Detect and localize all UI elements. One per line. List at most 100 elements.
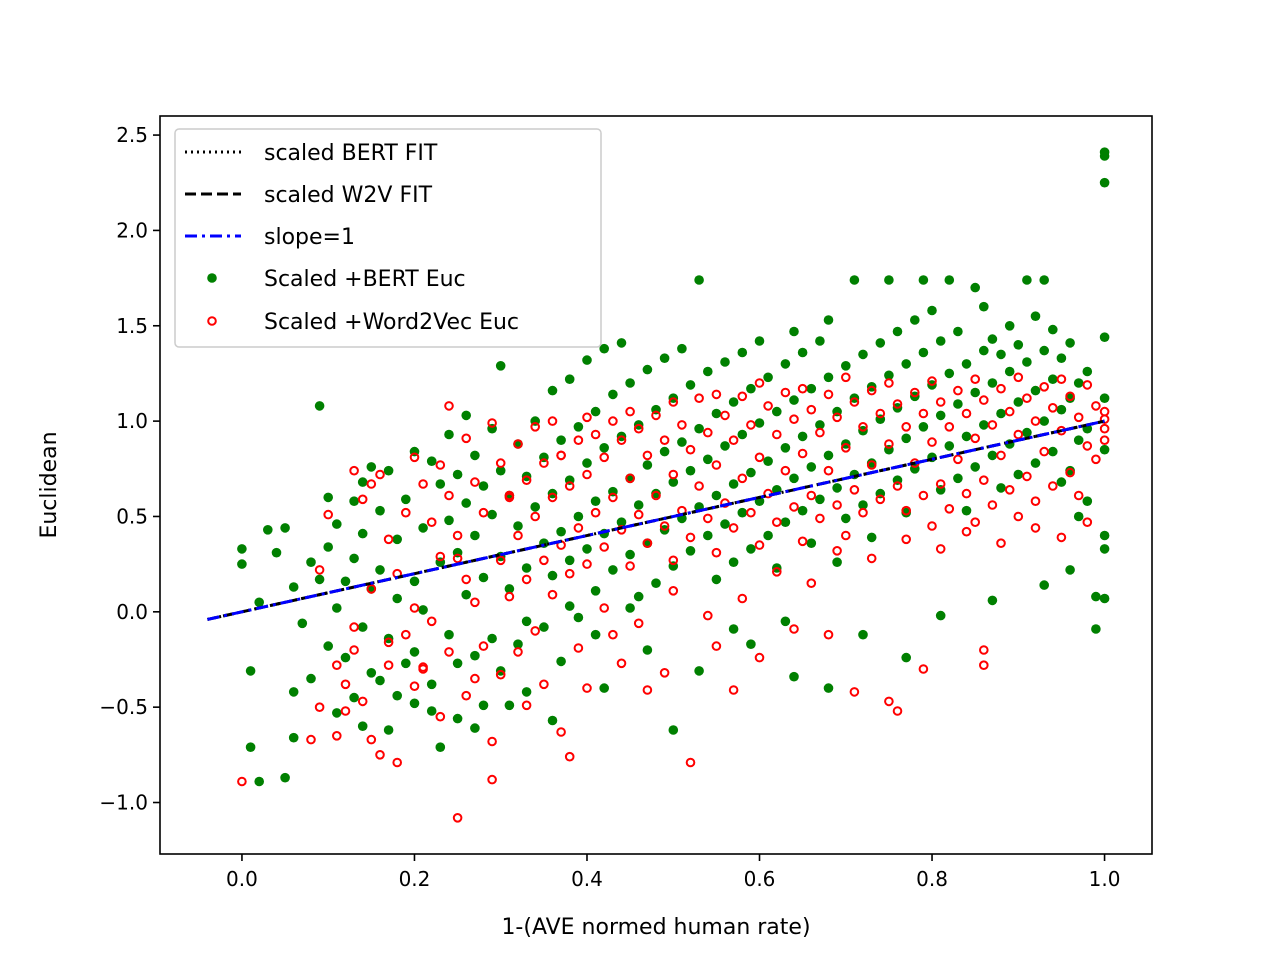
bert-euc-point [728, 557, 739, 567]
plot-frame [159, 115, 1153, 855]
w2v-euc-point [513, 530, 523, 541]
y-axis-ticks: −1.0 −0.5 0.0 0.5 1.0 1.5 2.0 2.5 [99, 123, 160, 815]
w2v-euc-point [530, 626, 541, 636]
w2v-euc-point [608, 492, 618, 503]
bert-euc-point [349, 692, 359, 703]
x-axis-ticks: 0.0 0.2 0.4 0.6 0.8 1.0 [226, 854, 1120, 891]
bert-euc-point [884, 370, 894, 381]
w2v-euc-point [426, 517, 437, 528]
bert-euc-point [797, 505, 808, 516]
bert-euc-point [746, 383, 756, 394]
w2v-euc-point [935, 544, 946, 554]
bert-euc-point [332, 708, 342, 718]
w2v-euc-point [409, 603, 420, 613]
w2v-euc-point [608, 416, 618, 426]
bert-euc-point [297, 618, 308, 629]
bert-euc-point [599, 683, 609, 693]
w2v-euc-point [1099, 406, 1110, 417]
w2v-euc-point [349, 645, 359, 655]
w2v-euc-point [409, 681, 420, 692]
w2v-euc-point [383, 534, 394, 545]
w2v-euc-point [590, 507, 601, 518]
bert-euc-point [323, 492, 334, 503]
bert-euc-point [530, 502, 540, 512]
fit-lines [207, 419, 1105, 621]
w2v-euc-point [685, 532, 696, 543]
y-tick-label: −1.0 [99, 791, 148, 815]
bert-euc-point [1099, 544, 1110, 554]
w2v-euc-point [987, 500, 998, 510]
w2v-euc-point [1091, 454, 1101, 465]
w2v-euc-point [452, 813, 463, 823]
w2v-euc-point [746, 420, 756, 430]
bert-euc-point [1073, 435, 1084, 446]
w2v-euc-point [513, 439, 523, 449]
bert-euc-point [608, 389, 618, 400]
w2v-euc-point [703, 513, 713, 524]
w2v-euc-point [633, 423, 644, 434]
w2v-euc-point [659, 435, 670, 446]
w2v-euc-point [452, 553, 463, 564]
bert-euc-point [599, 343, 609, 354]
bert-euc-point [703, 366, 713, 377]
w2v-euc-point [737, 593, 748, 604]
bert-euc-point [513, 521, 523, 531]
w2v-euc-point [461, 574, 472, 585]
y-axis-label: Euclidean [37, 431, 62, 538]
bert-euc-point [841, 513, 851, 524]
bert-euc-point [357, 528, 368, 539]
w2v-euc-point [694, 481, 704, 491]
w2v-euc-point [539, 679, 549, 690]
bert-euc-point [1099, 332, 1110, 343]
w2v-euc-point [728, 435, 739, 446]
bert-euc-point [1082, 496, 1093, 507]
w2v-euc-point [728, 685, 739, 695]
y-tick-label: −0.5 [99, 695, 148, 719]
bert-euc-point [1099, 393, 1110, 404]
bert-euc-point [340, 576, 351, 587]
w2v-euc-point [375, 469, 385, 480]
w2v-euc-point [1082, 441, 1093, 451]
bert-euc-point [625, 603, 635, 613]
w2v-euc-point [841, 530, 851, 541]
bert-euc-point [961, 359, 972, 369]
w2v-euc-point [797, 536, 808, 547]
bert-euc-point [1073, 511, 1084, 522]
legend-marker-bert-euc [207, 273, 217, 283]
bert-euc-point [1099, 530, 1110, 541]
w2v-euc-point [1013, 429, 1024, 440]
bert-euc-point [323, 641, 334, 651]
bert-euc-point [590, 586, 601, 596]
bert-euc-point [504, 584, 515, 594]
w2v-euc-point [1022, 471, 1032, 482]
bert-euc-point [918, 422, 929, 432]
w2v-euc-point [1004, 485, 1015, 495]
bert-euc-point [823, 315, 834, 325]
bert-euc-point [1039, 416, 1049, 426]
bert-euc-point [314, 574, 325, 585]
legend: scaled BERT FIT scaled W2V FIT slope=1 S… [174, 128, 602, 348]
w2v-euc-point [573, 523, 584, 533]
w2v-euc-point [495, 669, 506, 680]
bert-euc-point [1056, 477, 1067, 487]
bert-euc-point [573, 612, 584, 623]
bert-euc-point [970, 462, 980, 472]
bert-euc-point [901, 652, 911, 663]
w2v-euc-point [1039, 382, 1049, 392]
bert-euc-point [478, 700, 489, 711]
bert-euc-point [935, 610, 946, 621]
w2v-euc-point [746, 507, 756, 518]
bert-euc-point [935, 410, 946, 421]
bert-euc-point [599, 443, 609, 453]
w2v-euc-point [409, 452, 420, 463]
bert-euc-point [772, 406, 782, 417]
w2v-euc-point [366, 734, 377, 745]
bert-euc-point [375, 675, 385, 686]
bert-euc-point [1065, 338, 1075, 348]
w2v-euc-point [642, 538, 653, 549]
w2v-euc-point [625, 473, 635, 484]
bert-euc-point [1065, 393, 1075, 404]
bert-euc-point [495, 361, 506, 371]
bert-euc-point [564, 555, 575, 566]
bert-euc-point [763, 456, 773, 467]
